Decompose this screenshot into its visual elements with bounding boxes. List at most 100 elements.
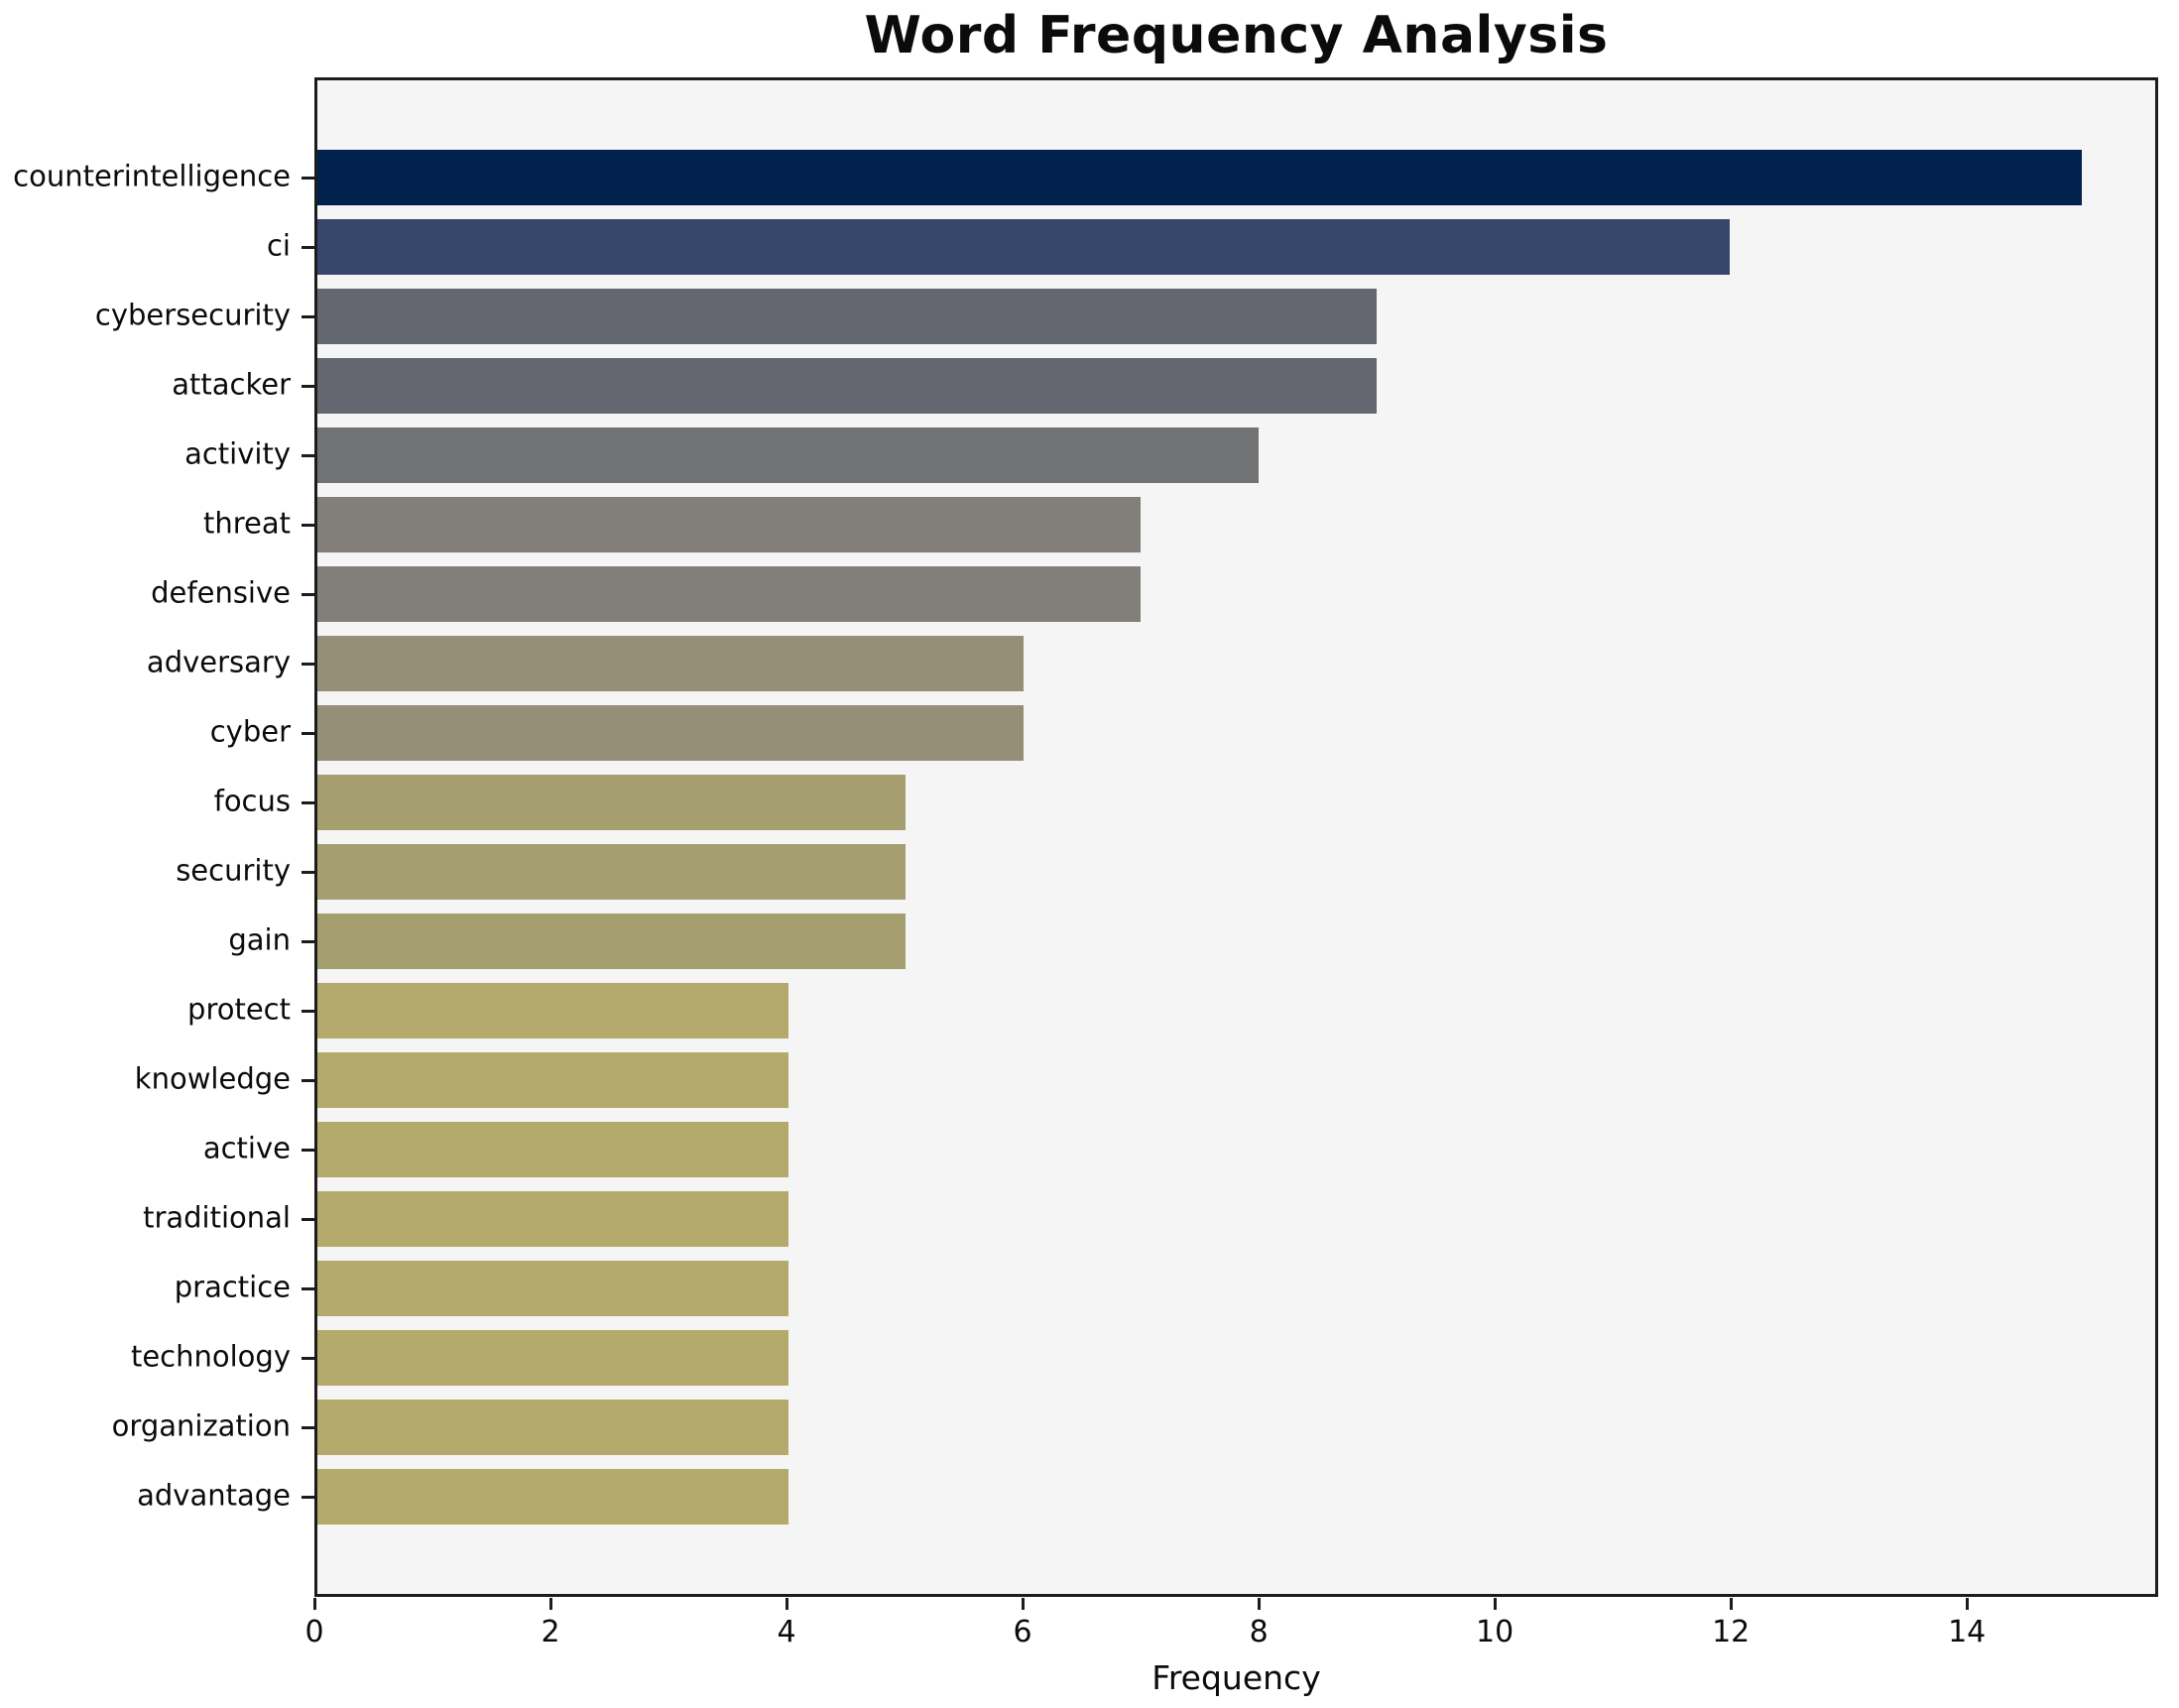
bar-row: gain [228,907,2155,976]
y-tick-label: practice [174,1270,291,1304]
y-tick-mark [302,939,314,943]
y-tick-label: traditional [143,1200,291,1235]
bar [317,358,1377,414]
bar [317,983,788,1038]
x-tick-mark [785,1598,788,1610]
bar [317,566,1142,622]
bar [317,497,1142,552]
y-tick-mark [302,176,314,180]
bar-row: advantage [137,1462,2155,1531]
y-tick-label: active [202,1131,291,1165]
chart-title: Word Frequency Analysis [864,6,1609,65]
y-tick-label: threat [202,506,291,541]
x-tick-mark [1021,1598,1025,1610]
y-tick-label: activity [184,436,291,471]
bar-row: adversary [147,629,2155,698]
bar-row: ci [267,212,2155,282]
bar [317,1191,788,1247]
bar-row: active [203,1115,2155,1184]
bar-row: practice [175,1254,2155,1323]
bar [317,1122,788,1177]
y-tick-label: protect [187,992,291,1027]
y-tick-mark [302,662,314,666]
y-tick-mark [302,1217,314,1221]
y-tick-mark [302,800,314,804]
bar-row: traditional [143,1184,2155,1254]
bar-row: protect [187,976,2155,1045]
bar [317,1052,788,1108]
bar-row: organization [112,1393,2155,1462]
x-tick-mark [1257,1598,1261,1610]
x-tick-mark [1965,1598,1969,1610]
y-tick-mark [302,1495,314,1499]
bar [317,914,907,969]
y-tick-label: focus [213,784,291,818]
plot-area: counterintelligence ci cybersecurity attack… [13,77,2158,1597]
x-tick-label: 8 [1249,1615,1269,1649]
bar [317,775,907,830]
bar [317,1261,788,1316]
y-tick-mark [302,870,314,874]
y-tick-label: counterintelligence [13,159,291,193]
y-tick-label: technology [130,1339,291,1374]
x-tick-label: 0 [304,1615,324,1649]
y-tick-mark [302,523,314,527]
bar-row: security [176,837,2155,907]
x-tick-label: 10 [1476,1615,1514,1649]
x-tick-label: 14 [1948,1615,1987,1649]
y-tick-mark [302,314,314,318]
y-tick-label: gain [228,922,291,957]
y-tick-label: cyber [209,714,291,749]
bar [317,1469,788,1525]
bar-row: threat [203,490,2155,559]
y-tick-mark [302,245,314,249]
bar-row: technology [131,1323,2155,1393]
bar [317,844,907,900]
x-tick-mark [1493,1598,1497,1610]
y-tick-mark [302,731,314,735]
y-tick-label: security [176,853,291,888]
bar-row: defensive [151,559,2155,629]
y-tick-label: defensive [151,575,291,610]
bar-row: cybersecurity [95,282,2155,351]
bar [317,636,1024,691]
x-tick-label: 12 [1712,1615,1751,1649]
x-tick-label: 6 [1013,1615,1032,1649]
y-tick-mark [302,1148,314,1152]
bar-row: counterintelligence [13,143,2155,212]
y-tick-label: advantage [137,1478,291,1513]
x-tick-mark [1729,1598,1733,1610]
y-tick-mark [302,1356,314,1360]
bar [317,705,1024,761]
x-axis-label: Frequency [1151,1658,1321,1697]
bar-row: attacker [172,351,2155,421]
y-tick-mark [302,384,314,388]
x-tick-mark [548,1598,552,1610]
bar [317,150,2083,205]
y-tick-mark [302,1009,314,1013]
bar-row: activity [184,421,2155,490]
y-tick-mark [302,1425,314,1429]
bar [317,219,1730,275]
bar [317,1400,788,1455]
y-tick-label: attacker [172,367,291,402]
y-tick-mark [302,592,314,596]
y-tick-mark [302,453,314,457]
bar [317,427,1260,483]
bars-rows: counterintelligence ci cybersecurity attack… [13,80,2155,1594]
bar [317,1330,788,1386]
x-tick-mark [312,1598,316,1610]
y-tick-label: organization [111,1408,291,1443]
bar-row: knowledge [135,1045,2155,1115]
x-tick-label: 4 [777,1615,796,1649]
y-tick-label: knowledge [134,1061,291,1096]
y-tick-mark [302,1286,314,1290]
bar-row: focus [214,768,2155,837]
y-tick-label: ci [266,228,291,263]
x-tick-label: 2 [541,1615,560,1649]
bar-row: cyber [210,698,2155,768]
bar [317,289,1377,344]
y-tick-mark [302,1078,314,1082]
y-tick-label: cybersecurity [94,298,291,332]
